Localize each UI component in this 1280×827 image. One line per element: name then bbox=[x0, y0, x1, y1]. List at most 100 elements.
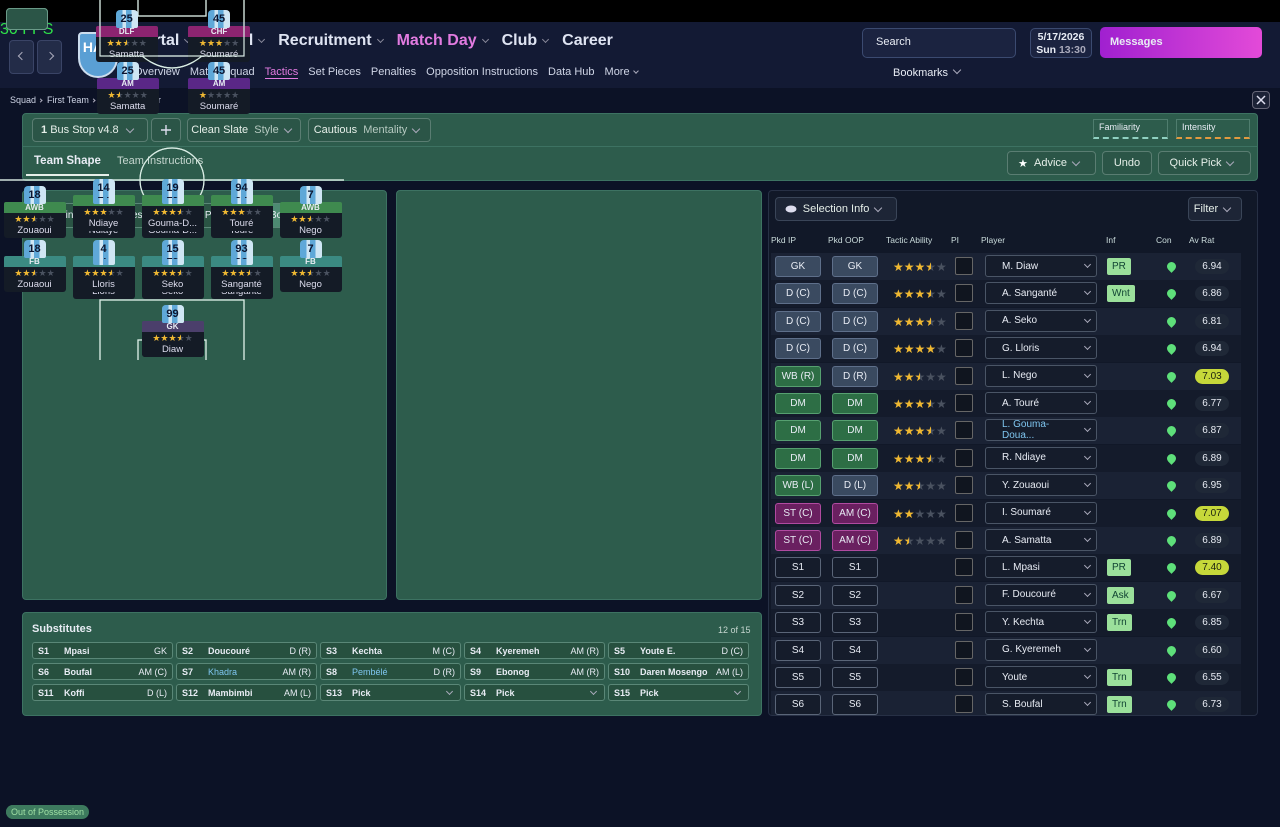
picked-position[interactable]: D (C) bbox=[832, 310, 878, 332]
picked-position[interactable]: S3 bbox=[775, 612, 821, 634]
substitute-slot[interactable]: S5 Youte E. D (C) bbox=[608, 642, 749, 659]
player-select[interactable]: F. Doucouré bbox=[985, 583, 1097, 606]
substitute-slot[interactable]: S11 Koffi D (L) bbox=[32, 684, 173, 701]
add-tactic[interactable] bbox=[151, 118, 181, 142]
sub-nav-item[interactable]: Data Hub bbox=[548, 66, 594, 79]
picked-position[interactable]: GK bbox=[775, 256, 821, 277]
sub-nav-item[interactable]: Penalties bbox=[371, 66, 416, 79]
picked-position[interactable]: WB (R) bbox=[775, 365, 821, 387]
player-select[interactable]: L. Nego bbox=[985, 364, 1097, 387]
pi-button[interactable] bbox=[955, 476, 973, 495]
picked-position[interactable]: S1 bbox=[775, 557, 821, 579]
player-select[interactable]: M. Diaw bbox=[985, 255, 1097, 277]
pi-button[interactable] bbox=[955, 531, 973, 549]
close-button[interactable] bbox=[1252, 91, 1270, 109]
picked-position[interactable]: GK bbox=[832, 256, 878, 277]
picked-position[interactable]: D (C) bbox=[832, 338, 878, 360]
picked-position[interactable]: S5 bbox=[775, 667, 821, 688]
filter-button[interactable]: Filter bbox=[1188, 197, 1242, 221]
picked-position[interactable]: ST (C) bbox=[775, 530, 821, 551]
substitute-slot[interactable]: S15 Pick bbox=[608, 684, 749, 701]
style-select[interactable]: Clean Slate Style bbox=[187, 118, 301, 142]
pi-button[interactable] bbox=[955, 339, 973, 358]
substitute-slot[interactable]: S14 Pick bbox=[464, 684, 605, 701]
substitute-slot[interactable]: S12 Mambimbi AM (L) bbox=[176, 684, 317, 701]
undo-button[interactable]: Undo bbox=[1102, 151, 1152, 175]
pitch-eye-toggle[interactable] bbox=[6, 8, 48, 30]
pi-button[interactable] bbox=[955, 366, 973, 385]
substitute-slot[interactable]: S3 Kechta M (C) bbox=[320, 642, 461, 659]
picked-position[interactable]: S6 bbox=[832, 694, 878, 715]
main-nav-item[interactable]: Match Day bbox=[397, 32, 494, 50]
picked-position[interactable]: S2 bbox=[832, 584, 878, 606]
pi-button[interactable] bbox=[955, 421, 973, 440]
main-nav-item[interactable]: Club bbox=[502, 32, 555, 50]
tab-team-shape[interactable]: Team Shape bbox=[26, 155, 109, 176]
picked-position[interactable]: S6 bbox=[775, 694, 821, 715]
search-button[interactable]: Search bbox=[876, 36, 911, 48]
picked-position[interactable]: D (C) bbox=[775, 338, 821, 360]
pi-button[interactable] bbox=[955, 585, 973, 604]
substitute-slot[interactable]: S6 Boufal AM (C) bbox=[32, 663, 173, 680]
pi-button[interactable] bbox=[955, 695, 973, 714]
pi-button[interactable] bbox=[955, 311, 973, 330]
substitute-slot[interactable]: S8 Pembélé D (R) bbox=[320, 663, 461, 680]
tab-team-instructions[interactable]: Team Instructions bbox=[117, 155, 204, 167]
date-box[interactable]: 5/17/2026 Sun 13:30 bbox=[1030, 28, 1092, 58]
picked-position[interactable]: DM bbox=[832, 393, 878, 414]
picked-position[interactable]: AM (C) bbox=[832, 530, 878, 551]
picked-position[interactable]: D (C) bbox=[775, 310, 821, 332]
player-card[interactable]: 7FB★★★★★★★★★★Nego bbox=[278, 240, 344, 292]
player-card[interactable]: 4CB★★★★★★★★★★Lloris bbox=[71, 240, 137, 292]
substitute-slot[interactable]: S4 Kyeremeh AM (R) bbox=[464, 642, 605, 659]
pi-button[interactable] bbox=[955, 668, 973, 686]
tactic-select[interactable]: 1 Bus Stop v4.8 bbox=[32, 118, 148, 142]
player-card[interactable]: 19DM★★★★★★★★★★Gouma-D... bbox=[140, 178, 206, 231]
back-button[interactable] bbox=[9, 40, 34, 74]
picked-position[interactable]: D (C) bbox=[832, 283, 878, 305]
pi-button[interactable] bbox=[955, 503, 973, 522]
picked-position[interactable]: S4 bbox=[775, 639, 821, 661]
substitute-slot[interactable]: S7 Khadra AM (R) bbox=[176, 663, 317, 680]
picked-position[interactable]: S1 bbox=[832, 557, 878, 579]
picked-position[interactable]: DM bbox=[775, 393, 821, 414]
player-select[interactable]: G. Kyeremeh bbox=[985, 638, 1097, 661]
pi-button[interactable] bbox=[955, 640, 973, 659]
sub-nav-item[interactable]: More bbox=[605, 66, 640, 79]
mentality-select[interactable]: Cautious Mentality bbox=[308, 118, 431, 142]
picked-position[interactable]: ST (C) bbox=[775, 502, 821, 524]
pi-button[interactable] bbox=[955, 448, 973, 467]
picked-position[interactable]: S4 bbox=[832, 639, 878, 661]
player-select[interactable]: G. Lloris bbox=[985, 337, 1097, 360]
substitute-slot[interactable]: S13 Pick bbox=[320, 684, 461, 701]
main-nav-item[interactable]: Recruitment bbox=[278, 32, 388, 50]
picked-position[interactable]: D (L) bbox=[832, 475, 878, 497]
player-select[interactable]: Y. Zouaoui bbox=[985, 474, 1097, 497]
player-card[interactable]: 14WDM★★★★★★★★★★Ndiaye bbox=[71, 178, 137, 231]
forward-button[interactable] bbox=[37, 40, 62, 74]
picked-position[interactable]: DM bbox=[775, 420, 821, 442]
player-select[interactable]: Y. Kechta bbox=[985, 611, 1097, 634]
picked-position[interactable]: D (R) bbox=[832, 365, 878, 387]
messages-button[interactable]: Messages bbox=[1100, 27, 1262, 58]
player-select[interactable]: L. Gouma-Doua... bbox=[985, 419, 1097, 442]
picked-position[interactable]: S2 bbox=[775, 584, 821, 606]
sub-nav-item[interactable]: Set Pieces bbox=[308, 66, 361, 79]
player-card[interactable]: 15CB★★★★★★★★★★Seko bbox=[140, 240, 206, 292]
substitute-slot[interactable]: S10 Daren Mosengo AM (L) bbox=[608, 663, 749, 680]
quick-pick-button[interactable]: Quick Pick bbox=[1158, 151, 1251, 175]
picked-position[interactable]: AM (C) bbox=[832, 502, 878, 524]
player-select[interactable]: L. Mpasi bbox=[985, 556, 1097, 579]
substitute-slot[interactable]: S1 Mpasi GK bbox=[32, 642, 173, 659]
picked-position[interactable]: DM bbox=[832, 447, 878, 469]
pi-button[interactable] bbox=[955, 394, 973, 412]
player-select[interactable]: Youte bbox=[985, 666, 1097, 688]
advice-button[interactable]: ★ Advice bbox=[1007, 151, 1096, 175]
picked-position[interactable]: D (C) bbox=[775, 283, 821, 305]
substitute-slot[interactable]: S2 Doucouré D (R) bbox=[176, 642, 317, 659]
pi-button[interactable] bbox=[955, 257, 973, 275]
